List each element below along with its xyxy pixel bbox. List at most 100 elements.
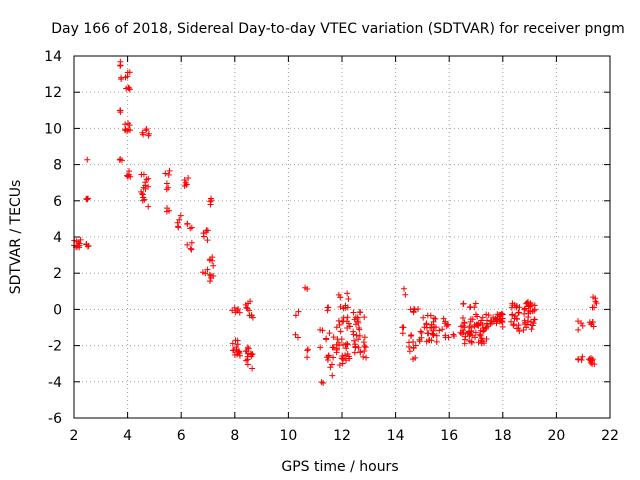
data-point bbox=[304, 346, 311, 353]
data-point bbox=[124, 172, 131, 179]
data-point bbox=[330, 334, 337, 341]
x-tick-label: 16 bbox=[440, 428, 458, 444]
data-point bbox=[126, 168, 133, 175]
x-tick-label: 8 bbox=[230, 428, 239, 444]
y-tick-label: 10 bbox=[44, 121, 62, 137]
data-point bbox=[590, 323, 597, 330]
data-point bbox=[243, 348, 250, 355]
data-point bbox=[304, 285, 311, 292]
data-point bbox=[207, 272, 214, 279]
data-point bbox=[116, 156, 123, 163]
data-point bbox=[351, 337, 358, 344]
data-point bbox=[531, 302, 538, 309]
x-tick-label: 20 bbox=[547, 428, 565, 444]
data-point bbox=[361, 334, 368, 341]
data-point bbox=[357, 349, 364, 356]
data-point bbox=[210, 262, 217, 269]
data-point bbox=[461, 340, 468, 347]
data-point bbox=[350, 331, 357, 338]
data-point bbox=[466, 332, 473, 339]
data-point bbox=[513, 325, 520, 332]
data-point bbox=[357, 309, 364, 316]
data-point bbox=[360, 339, 367, 346]
data-point bbox=[521, 306, 528, 313]
data-point bbox=[530, 320, 537, 327]
data-point bbox=[410, 344, 417, 351]
data-point bbox=[337, 294, 344, 301]
data-point bbox=[336, 362, 343, 369]
data-point bbox=[513, 304, 520, 311]
x-tick-label: 14 bbox=[387, 428, 405, 444]
data-point bbox=[466, 304, 473, 311]
data-point bbox=[126, 69, 133, 76]
data-point bbox=[353, 332, 360, 339]
data-point bbox=[586, 356, 593, 363]
x-tick-label: 10 bbox=[279, 428, 297, 444]
data-point bbox=[342, 352, 349, 359]
data-point bbox=[330, 354, 337, 361]
data-point bbox=[145, 130, 152, 137]
data-point bbox=[411, 305, 418, 312]
data-point bbox=[184, 241, 191, 248]
data-point bbox=[318, 379, 325, 386]
data-point bbox=[206, 271, 213, 278]
data-point bbox=[188, 246, 195, 253]
data-point bbox=[125, 173, 132, 180]
data-point bbox=[117, 156, 124, 163]
data-point bbox=[528, 326, 535, 333]
data-point bbox=[493, 316, 500, 323]
data-point bbox=[292, 331, 299, 338]
data-point bbox=[579, 322, 586, 329]
data-point bbox=[459, 314, 466, 321]
data-point bbox=[117, 107, 124, 114]
data-point bbox=[407, 332, 414, 339]
data-point bbox=[342, 304, 349, 311]
data-point bbox=[472, 329, 479, 336]
data-point bbox=[406, 348, 413, 355]
data-point bbox=[418, 334, 425, 341]
data-point bbox=[344, 290, 351, 297]
data-point bbox=[579, 353, 586, 360]
y-tick-label: 14 bbox=[44, 49, 62, 65]
x-tick-label: 12 bbox=[333, 428, 351, 444]
data-point bbox=[345, 296, 352, 303]
data-point bbox=[336, 321, 343, 328]
data-point bbox=[292, 312, 299, 319]
data-point bbox=[460, 322, 467, 329]
data-point bbox=[340, 341, 347, 348]
data-point bbox=[432, 315, 439, 322]
data-point bbox=[351, 349, 358, 356]
data-point bbox=[511, 315, 518, 322]
y-tick-label: -4 bbox=[48, 375, 62, 391]
data-point bbox=[174, 219, 181, 226]
y-tick-label: 8 bbox=[53, 158, 62, 174]
data-point bbox=[496, 316, 503, 323]
data-point bbox=[235, 306, 242, 313]
data-points bbox=[71, 58, 600, 386]
data-point bbox=[209, 257, 216, 264]
data-point bbox=[363, 354, 370, 361]
data-point bbox=[426, 337, 433, 344]
data-point bbox=[347, 323, 354, 330]
data-point bbox=[184, 220, 191, 227]
data-point bbox=[593, 300, 600, 307]
data-point bbox=[361, 314, 368, 321]
data-point bbox=[235, 349, 242, 356]
data-point bbox=[355, 336, 362, 343]
data-point bbox=[122, 121, 129, 128]
data-point bbox=[245, 300, 252, 307]
data-point bbox=[417, 328, 424, 335]
data-point bbox=[467, 318, 474, 325]
data-point bbox=[202, 270, 209, 277]
data-point bbox=[142, 127, 149, 134]
data-point bbox=[430, 318, 437, 325]
data-point bbox=[509, 312, 516, 319]
data-point bbox=[294, 334, 301, 341]
data-point bbox=[125, 84, 132, 91]
data-point bbox=[83, 195, 90, 202]
data-point bbox=[206, 278, 213, 285]
data-point bbox=[295, 308, 302, 315]
data-point bbox=[522, 319, 529, 326]
x-tick-label: 4 bbox=[123, 428, 132, 444]
data-point bbox=[327, 364, 334, 371]
